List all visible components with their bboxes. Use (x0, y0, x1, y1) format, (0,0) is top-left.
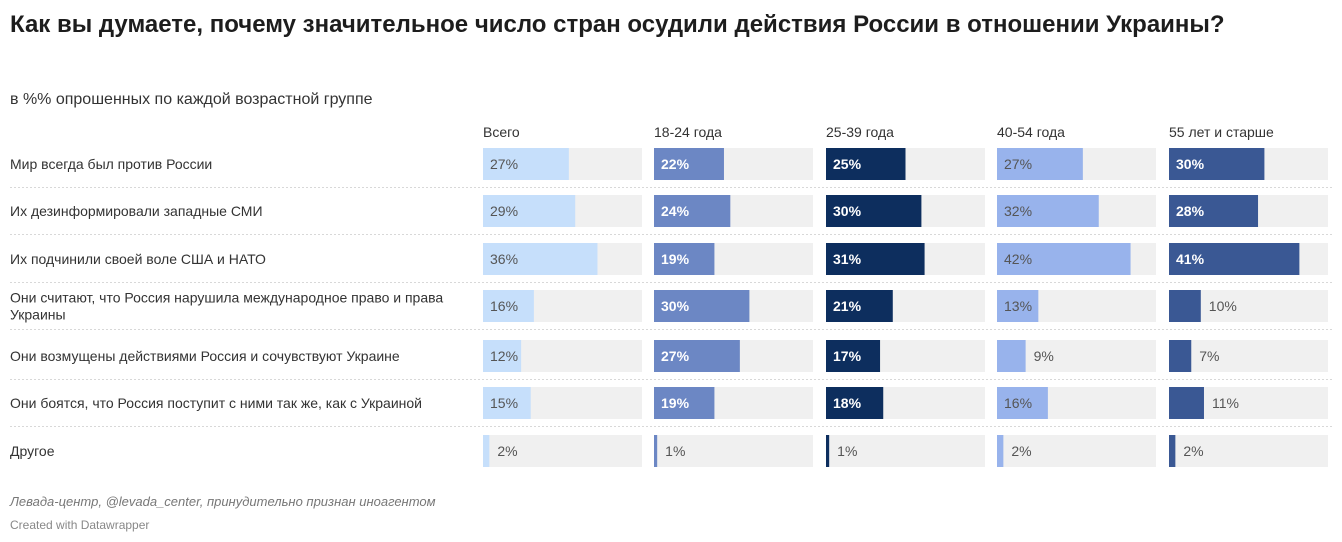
value-label: 27% (1004, 156, 1032, 172)
bar-track (997, 435, 1156, 467)
bar (826, 387, 884, 419)
value-label: 27% (661, 348, 690, 364)
value-label: 11% (1212, 395, 1239, 411)
value-label: 9% (1034, 348, 1054, 364)
bar (997, 387, 1048, 419)
value-label: 1% (837, 443, 857, 459)
bar (654, 340, 740, 372)
row-label: Их подчинили своей воле США и НАТО (10, 251, 266, 267)
value-label: 13% (1004, 298, 1032, 314)
value-label: 2% (497, 443, 517, 459)
value-label: 36% (490, 251, 518, 267)
bar (483, 387, 531, 419)
bar (1169, 243, 1300, 275)
bar (654, 195, 731, 227)
value-label: 21% (833, 298, 862, 314)
value-label: 29% (490, 203, 518, 219)
column-header: Всего (483, 124, 520, 140)
value-label: 19% (661, 395, 690, 411)
value-label: 10% (1209, 298, 1237, 314)
value-label: 2% (1183, 443, 1203, 459)
bar-track (826, 435, 985, 467)
bar (826, 290, 893, 322)
value-label: 27% (490, 156, 518, 172)
value-label: 15% (490, 395, 518, 411)
value-label: 31% (833, 251, 862, 267)
bar (997, 195, 1099, 227)
value-label: 16% (1004, 395, 1032, 411)
value-label: 30% (1176, 156, 1205, 172)
value-label: 2% (1011, 443, 1031, 459)
bar (997, 435, 1004, 467)
row-label: Их дезинформировали западные СМИ (10, 203, 263, 219)
bar (654, 290, 750, 322)
bar (1169, 290, 1201, 322)
bar (483, 195, 576, 227)
bar (826, 195, 922, 227)
column-header: 40-54 года (997, 124, 1065, 140)
bar (1169, 387, 1204, 419)
value-label: 7% (1199, 348, 1219, 364)
row-label: Они считают, что Россия нарушила междуна… (10, 290, 443, 323)
source-note: Левада-центр, @levada_center, принудител… (10, 494, 436, 509)
bar (997, 243, 1131, 275)
value-label: 22% (661, 156, 690, 172)
bar (1169, 148, 1265, 180)
bar (826, 340, 881, 372)
bar (826, 435, 830, 467)
bar (483, 290, 534, 322)
bar (654, 148, 724, 180)
bar (654, 435, 658, 467)
bar (1169, 435, 1176, 467)
page-title: Как вы думаете, почему значительное числ… (10, 11, 1225, 38)
column-header: 55 лет и старше (1169, 124, 1274, 140)
bar (483, 435, 490, 467)
value-label: 1% (665, 443, 685, 459)
value-label: 17% (833, 348, 862, 364)
value-label: 24% (661, 203, 690, 219)
bar (654, 387, 715, 419)
value-label: 28% (1176, 203, 1205, 219)
value-label: 32% (1004, 203, 1032, 219)
row-label: Они возмущены действиями Россия и сочувс… (10, 348, 400, 364)
column-header: 18-24 года (654, 124, 722, 140)
value-label: 18% (833, 395, 862, 411)
bar (1169, 340, 1192, 372)
column-header: 25-39 года (826, 124, 894, 140)
bar-track (654, 435, 813, 467)
row-label: Они боятся, что Россия поступит с ними т… (10, 395, 422, 411)
bar (826, 148, 906, 180)
bar (654, 243, 715, 275)
bar (997, 148, 1083, 180)
row-label: Другое (10, 443, 55, 459)
value-label: 42% (1004, 251, 1032, 267)
bar (997, 340, 1026, 372)
value-label: 19% (661, 251, 690, 267)
bar (483, 340, 522, 372)
value-label: 30% (661, 298, 690, 314)
bar (826, 243, 925, 275)
bar-track (1169, 435, 1328, 467)
row-label: Мир всегда был против России (10, 156, 212, 172)
bar-track (483, 435, 642, 467)
bar (997, 290, 1039, 322)
value-label: 30% (833, 203, 862, 219)
chart-subtitle: в %% опрошенных по каждой возрастной гру… (10, 91, 373, 108)
value-label: 25% (833, 156, 862, 172)
value-label: 12% (490, 348, 518, 364)
value-label: 16% (490, 298, 518, 314)
credit-note: Created with Datawrapper (10, 518, 150, 532)
bar (483, 148, 569, 180)
bar (1169, 195, 1259, 227)
value-label: 41% (1176, 251, 1205, 267)
bar-track (1169, 340, 1328, 372)
bar (483, 243, 598, 275)
